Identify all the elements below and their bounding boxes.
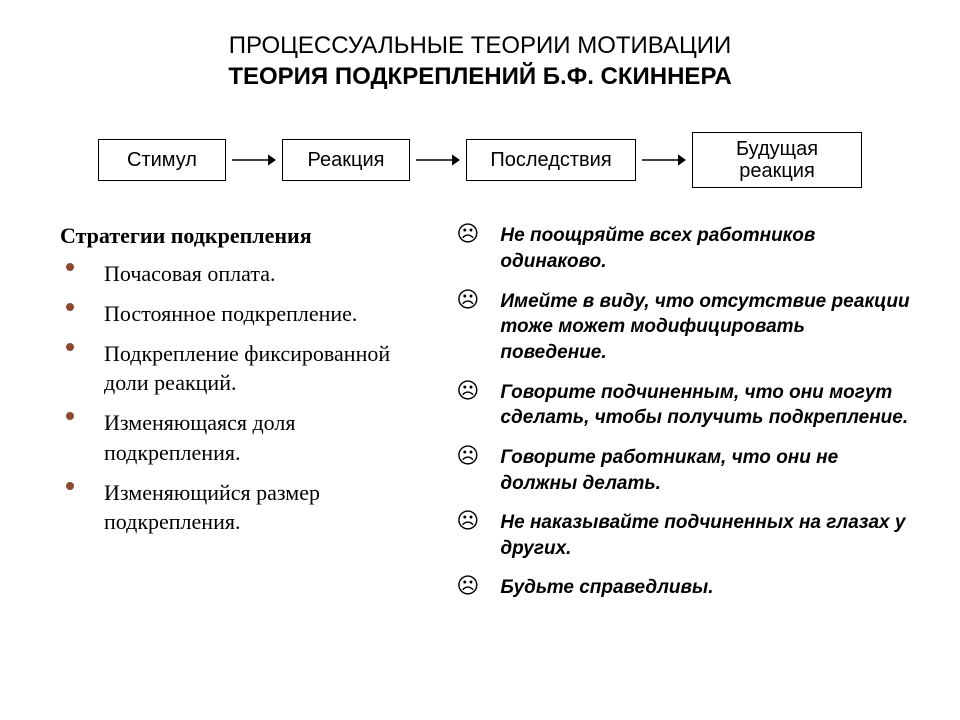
title-line-2: ТЕОРИЯ ПОДКРЕПЛЕНИЙ Б.Ф. СКИННЕРА <box>60 61 900 92</box>
list-item-text: Не поощряйте всех работников одинаково. <box>500 225 815 272</box>
slide-title: ПРОЦЕССУАЛЬНЫЕ ТЕОРИИ МОТИВАЦИИ ТЕОРИЯ П… <box>60 30 900 92</box>
frown-icon: ☹ <box>456 510 479 532</box>
list-item: ☹ Говорите подчиненным, что они могут сде… <box>456 380 910 431</box>
list-item-text: Изменяющаяся доля подкрепления. <box>104 410 296 465</box>
right-column: ☹ Не поощряйте всех работников одинаково.… <box>456 223 910 615</box>
strategies-heading: Стратегии подкрепления <box>60 223 436 249</box>
list-item-text: Почасовая оплата. <box>104 261 276 286</box>
tips-list: ☹ Не поощряйте всех работников одинаково.… <box>456 223 910 601</box>
list-item-text: Постоянное подкрепление. <box>104 301 357 326</box>
list-item: Изменяющийся размер подкрепления. <box>60 478 436 537</box>
bullet-dot-icon <box>66 263 74 271</box>
strategies-list: Почасовая оплата. Постоянное подкрепление… <box>60 259 436 537</box>
list-item-text: Говорите работникам, что они не должны д… <box>500 447 838 494</box>
list-item-text: Будьте справедливы. <box>500 577 713 598</box>
bullet-dot-icon <box>66 343 74 351</box>
list-item-text: Говорите подчиненным, что они могут сдел… <box>500 382 908 429</box>
list-item: ☹ Имейте в виду, что отсутствие реакции т… <box>456 289 910 366</box>
flowchart: Стимул Реакция Последствия Будущая реакция <box>60 132 900 188</box>
list-item-text: Не наказывайте подчиненных на глазах у д… <box>500 512 905 559</box>
title-line-1: ПРОЦЕССУАЛЬНЫЕ ТЕОРИИ МОТИВАЦИИ <box>60 30 900 61</box>
list-item-text: Подкрепление фиксированной доли реакций. <box>104 341 390 396</box>
frown-icon: ☹ <box>456 289 479 311</box>
list-item: Изменяющаяся доля подкрепления. <box>60 408 436 467</box>
frown-icon: ☹ <box>456 445 479 467</box>
list-item: Постоянное подкрепление. <box>60 299 436 329</box>
list-item-text: Изменяющийся размер подкрепления. <box>104 480 320 535</box>
frown-icon: ☹ <box>456 575 479 597</box>
frown-icon: ☹ <box>456 223 479 245</box>
bullet-dot-icon <box>66 303 74 311</box>
flow-arrow-icon <box>232 152 276 168</box>
left-column: Стратегии подкрепления Почасовая оплата.… <box>60 223 446 615</box>
flow-arrow-icon <box>416 152 460 168</box>
bullet-dot-icon <box>66 482 74 490</box>
list-item-text: Имейте в виду, что отсутствие реакции то… <box>500 291 909 363</box>
flow-node-n1: Стимул <box>98 139 226 181</box>
list-item: ☹ Говорите работникам, что они не должны … <box>456 445 910 496</box>
flow-node-n2: Реакция <box>282 139 410 181</box>
frown-icon: ☹ <box>456 380 479 402</box>
bullet-dot-icon <box>66 412 74 420</box>
flow-arrow-icon <box>642 152 686 168</box>
list-item: Почасовая оплата. <box>60 259 436 289</box>
flow-node-n4: Будущая реакция <box>692 132 862 188</box>
list-item: ☹ Не поощряйте всех работников одинаково. <box>456 223 910 274</box>
list-item: ☹ Будьте справедливы. <box>456 575 910 601</box>
list-item: ☹ Не наказывайте подчиненных на глазах у … <box>456 510 910 561</box>
content-columns: Стратегии подкрепления Почасовая оплата.… <box>60 223 900 615</box>
list-item: Подкрепление фиксированной доли реакций. <box>60 339 436 398</box>
flow-node-n3: Последствия <box>466 139 636 181</box>
